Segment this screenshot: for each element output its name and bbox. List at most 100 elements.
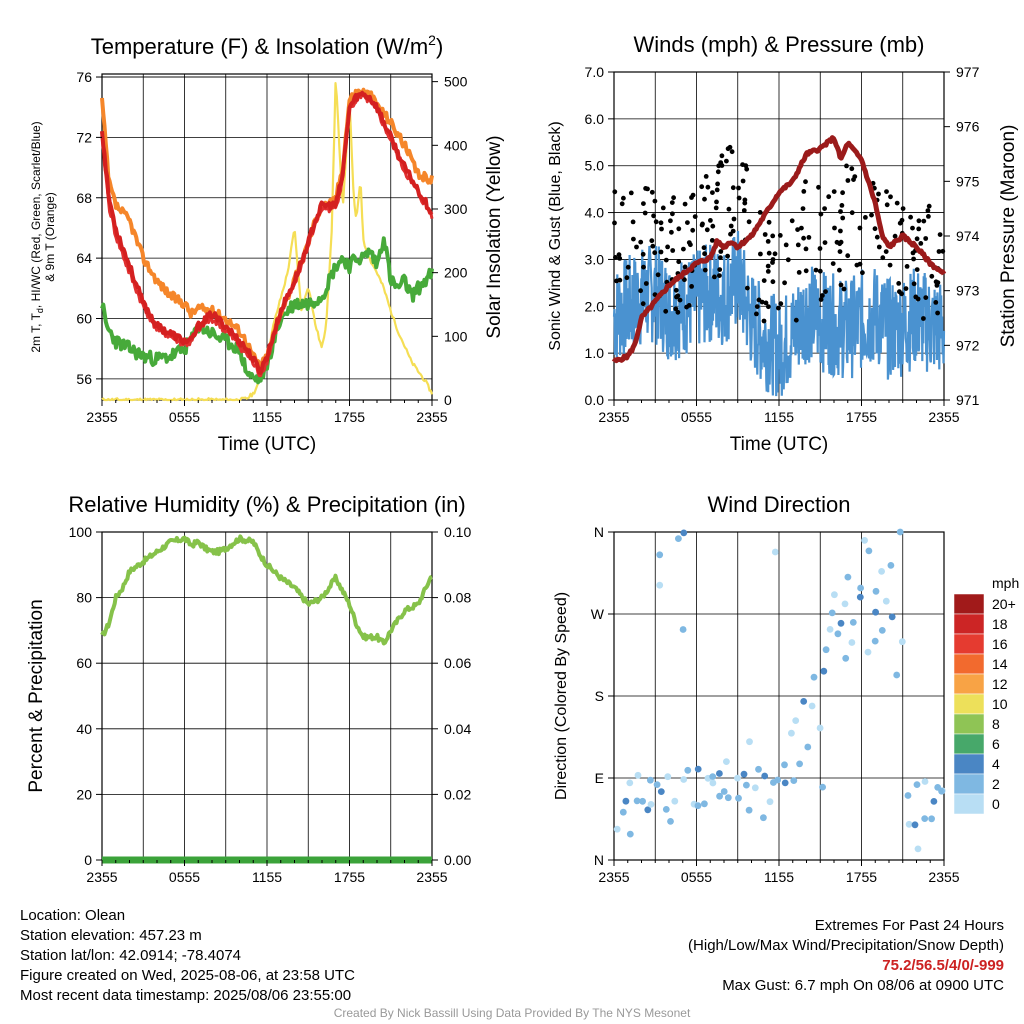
direction-point: [871, 637, 879, 645]
extremes-info: Extremes For Past 24 Hours (High/Low/Max…: [688, 916, 1004, 996]
gust-point: [869, 212, 874, 218]
y2-axis-label: Solar Insolation (Yellow): [484, 135, 505, 338]
legend-swatch: [953, 693, 985, 715]
direction-point: [709, 779, 717, 787]
y-tick-label: 3.0: [585, 251, 605, 267]
direction-point: [656, 551, 664, 559]
legend-swatch: [953, 613, 985, 635]
credit-line: Created By Nick Bassill Using Data Provi…: [333, 1006, 691, 1020]
direction-point: [872, 608, 879, 616]
panel-temperature: Temperature (F) & Insolation (W/m2) 56 60 6…: [29, 32, 505, 455]
gust-point: [681, 246, 686, 252]
y2-tick-label: 0.06: [444, 655, 471, 671]
y-tick-label: 76: [76, 69, 92, 85]
gust-point: [766, 304, 771, 310]
gust-point: [715, 181, 720, 187]
direction-point: [723, 758, 730, 765]
gust-point: [926, 203, 932, 209]
gust-point: [758, 251, 763, 257]
direction-point: [735, 794, 742, 802]
direction-point: [842, 654, 850, 662]
x-tick-label: 2355: [928, 409, 959, 425]
direction-point: [781, 761, 788, 769]
gust-point: [914, 236, 920, 242]
gust-point: [831, 189, 837, 195]
gust-point: [652, 198, 658, 204]
direction-point: [844, 573, 852, 581]
gust-point: [817, 246, 823, 251]
gust-point: [676, 259, 682, 265]
gust-point: [884, 189, 889, 195]
direction-point: [792, 717, 800, 724]
legend-label: 4: [992, 756, 1000, 772]
direction-point: [826, 626, 834, 633]
gust-point: [770, 233, 776, 239]
gust-point: [612, 220, 617, 226]
gust-point: [663, 257, 669, 263]
direction-point: [774, 776, 781, 784]
direction-point: [819, 783, 826, 791]
gust-point: [888, 194, 893, 200]
gust-point: [718, 255, 723, 260]
gust-point: [845, 178, 851, 183]
gust-point: [803, 268, 809, 274]
y-tick-label: 64: [76, 250, 92, 266]
gust-point: [876, 191, 881, 197]
gust-point: [908, 214, 913, 220]
direction-point: [639, 797, 646, 805]
gust-point: [789, 218, 795, 224]
gust-point: [817, 268, 823, 274]
direction-point: [694, 802, 702, 810]
gust-point: [614, 278, 619, 284]
gust-point: [765, 263, 771, 269]
direction-point: [893, 671, 901, 679]
gust-point: [643, 281, 649, 286]
legend-swatch: [953, 773, 985, 795]
gust-point: [778, 301, 784, 307]
gust-point: [642, 210, 648, 216]
gust-point: [649, 189, 655, 195]
gust-point: [834, 239, 840, 245]
gust-point: [851, 177, 856, 183]
gust-point: [741, 208, 747, 213]
x-tick-label: 1755: [846, 869, 877, 885]
gust-point: [844, 163, 849, 169]
legend-label: 10: [992, 696, 1008, 712]
gust-point: [762, 232, 768, 237]
gust-point: [795, 242, 801, 248]
gust-point: [682, 264, 688, 270]
gust-point: [820, 293, 825, 298]
gust-point: [874, 234, 880, 240]
y2-tick-label: 300: [444, 201, 468, 217]
panel-title-humidity: Relative Humidity (%) & Precipitation (i…: [68, 492, 465, 517]
direction-point: [667, 818, 674, 825]
y2-tick-label: 100: [444, 328, 468, 344]
direction-point: [743, 781, 750, 789]
direction-point: [872, 587, 880, 595]
gust-point: [650, 243, 656, 249]
direction-point: [804, 743, 812, 751]
gust-point: [900, 206, 906, 212]
panel-humidity: Relative Humidity (%) & Precipitation (i…: [26, 492, 471, 885]
gust-point: [726, 206, 732, 212]
gust-point: [793, 317, 799, 323]
gust-point: [708, 218, 713, 223]
gust-point: [712, 274, 717, 280]
y-tick-label: N: [594, 524, 604, 540]
gust-point: [880, 255, 886, 261]
legend-swatch: [953, 633, 985, 655]
y-tick-label: 68: [76, 190, 92, 206]
gust-point: [776, 305, 781, 311]
gust-point: [822, 206, 827, 212]
direction-point: [679, 626, 687, 633]
direction-point: [751, 784, 759, 792]
gust-point: [663, 308, 669, 314]
gust-point: [628, 190, 634, 196]
gust-point: [631, 236, 636, 242]
direction-point: [861, 537, 868, 544]
direction-point: [716, 792, 723, 800]
direction-point: [882, 597, 890, 605]
direction-point: [921, 778, 929, 785]
direction-point: [828, 609, 836, 617]
gust-point: [729, 149, 735, 155]
